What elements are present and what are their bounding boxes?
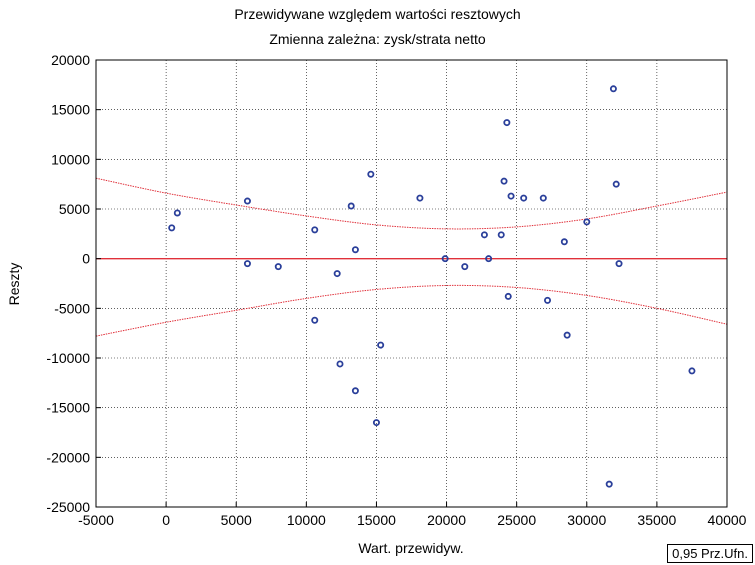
- data-point: [243, 197, 251, 205]
- y-tick-label: -15000: [46, 400, 90, 416]
- data-point: [609, 85, 617, 93]
- y-tick-label: 5000: [59, 201, 90, 217]
- data-point: [274, 263, 282, 271]
- x-tick-label: 15000: [357, 512, 396, 528]
- y-tick-label: -20000: [46, 449, 90, 465]
- data-point: [168, 224, 176, 232]
- data-point: [377, 341, 385, 349]
- data-point: [688, 367, 696, 375]
- data-point: [503, 119, 511, 127]
- data-point: [583, 218, 591, 226]
- x-tick-label: 5000: [221, 512, 252, 528]
- x-tick-label: 40000: [708, 512, 747, 528]
- data-point: [563, 331, 571, 339]
- data-point: [173, 209, 181, 217]
- y-tick-label: 0: [82, 251, 90, 267]
- data-point: [612, 180, 620, 188]
- data-point: [615, 260, 623, 268]
- data-point: [504, 292, 512, 300]
- y-tick-label: 20000: [51, 52, 90, 68]
- x-tick-label: 10000: [287, 512, 326, 528]
- data-point: [351, 246, 359, 254]
- data-point: [441, 255, 449, 263]
- data-point: [333, 270, 341, 278]
- x-tick-label: 30000: [567, 512, 606, 528]
- data-point: [520, 194, 528, 202]
- x-tick-label: 25000: [497, 512, 536, 528]
- data-point: [311, 316, 319, 324]
- x-tick-label: -5000: [78, 512, 114, 528]
- data-point: [500, 177, 508, 185]
- confidence-legend: 0,95 Prz.Ufn.: [667, 544, 753, 563]
- x-axis-ticks: -5000 0 5000 10000 15000 20000 25000 30000 35000…: [78, 502, 747, 528]
- data-point: [351, 387, 359, 395]
- data-points: [168, 85, 696, 488]
- data-point: [480, 231, 488, 239]
- x-tick-label: 20000: [427, 512, 466, 528]
- data-point: [544, 296, 552, 304]
- data-point: [416, 194, 424, 202]
- x-tick-label: 35000: [637, 512, 676, 528]
- data-point: [243, 260, 251, 268]
- y-axis-ticks: 20000 15000 10000 5000 0 -5000 -10000 -15000 -20…: [46, 52, 101, 515]
- data-point: [497, 231, 505, 239]
- data-point: [507, 192, 515, 200]
- data-point: [605, 480, 613, 488]
- confidence-band: [95, 177, 728, 337]
- y-tick-label: 10000: [51, 151, 90, 167]
- plot-frame: [95, 59, 728, 508]
- data-point: [336, 360, 344, 368]
- data-point: [367, 170, 375, 178]
- y-axis-label: Reszty: [6, 262, 22, 306]
- y-tick-label: -5000: [54, 300, 90, 316]
- lower-confidence-curve: [95, 284, 728, 337]
- grid: [95, 59, 728, 508]
- x-tick-label: 0: [162, 512, 170, 528]
- y-tick-label: -25000: [46, 499, 90, 515]
- data-point: [485, 255, 493, 263]
- data-point: [461, 263, 469, 271]
- data-point: [347, 202, 355, 210]
- x-axis-label: Wart. przewidyw.: [358, 540, 464, 556]
- y-tick-label: -10000: [46, 350, 90, 366]
- chart-title: Przewidywane względem wartości resztowyc…: [234, 6, 521, 22]
- data-point: [560, 238, 568, 246]
- data-point: [372, 419, 380, 427]
- chart-subtitle: Zmienna zależna: zysk/strata netto: [269, 31, 486, 47]
- upper-confidence-curve: [95, 177, 728, 230]
- data-point: [539, 194, 547, 202]
- data-point: [311, 226, 319, 234]
- y-tick-label: 15000: [51, 102, 90, 118]
